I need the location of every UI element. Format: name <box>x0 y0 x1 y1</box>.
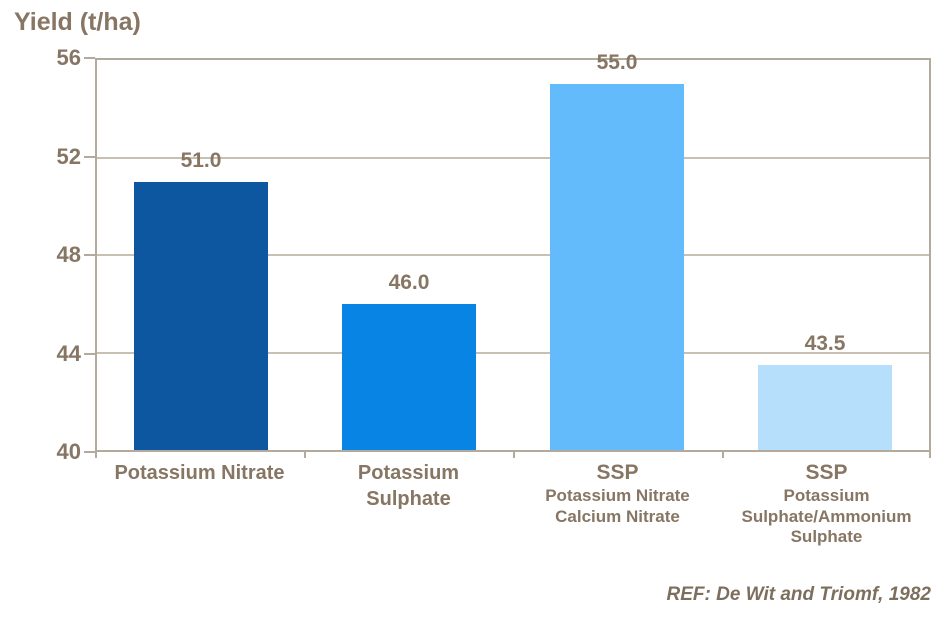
category-sublabel: Potassium Nitrate <box>545 486 690 506</box>
y-tick-mark <box>84 352 95 355</box>
bar <box>134 181 268 450</box>
category-label: Potassium Sulphate <box>304 460 513 512</box>
bar-value-label: 51.0 <box>180 148 222 172</box>
bar-value-label: 43.5 <box>804 331 846 355</box>
y-axis-title: Yield (t/ha) <box>14 8 141 36</box>
y-tick-label: 56 <box>56 45 81 70</box>
category-sublabel: Calcium Nitrate <box>555 506 680 526</box>
y-tick-mark <box>84 57 95 59</box>
category-title-line: Potassium <box>357 462 460 484</box>
gridline <box>97 254 929 256</box>
category-title-line: Potassium Nitrate <box>114 462 285 484</box>
x-tick-mark <box>513 450 515 458</box>
bar-value-label: 55.0 <box>596 51 638 75</box>
gridline <box>97 351 929 354</box>
reference-note: REF: De Wit and Triomf, 1982 <box>666 584 931 605</box>
category-label: Potassium Nitrate <box>95 460 304 486</box>
gridline <box>97 156 929 159</box>
x-tick-mark <box>304 450 306 458</box>
y-tick-mark <box>84 254 95 256</box>
category-sublabel: Sulphate/Ammonium <box>741 506 912 526</box>
x-tick-mark <box>95 450 97 458</box>
bar <box>758 364 892 450</box>
y-tick-label: 52 <box>56 143 81 169</box>
category-title-line: SSP <box>596 461 639 484</box>
bar-value-label: 46.0 <box>388 270 430 294</box>
category-label: SSP Potassium Sulphate/Ammonium Sulphate <box>722 460 931 547</box>
x-tick-mark <box>722 450 724 458</box>
y-tick-label: 48 <box>56 242 81 267</box>
category-label: SSP Potassium Nitrate Calcium Nitrate <box>513 460 722 527</box>
y-tick-mark <box>84 451 95 453</box>
y-tick-label: 40 <box>56 439 81 464</box>
x-tick-mark <box>929 450 931 458</box>
category-title-line: SSP <box>805 461 848 484</box>
category-title-line: Sulphate <box>366 488 451 510</box>
bar <box>342 303 476 450</box>
plot-area: 51.0 46.0 55.0 43.5 <box>95 51 931 452</box>
category-sublabel: Potassium <box>783 486 870 506</box>
category-sublabel: Sulphate <box>790 527 863 547</box>
bar <box>550 84 684 450</box>
y-tick-label: 44 <box>56 340 81 366</box>
y-tick-mark <box>84 155 95 158</box>
